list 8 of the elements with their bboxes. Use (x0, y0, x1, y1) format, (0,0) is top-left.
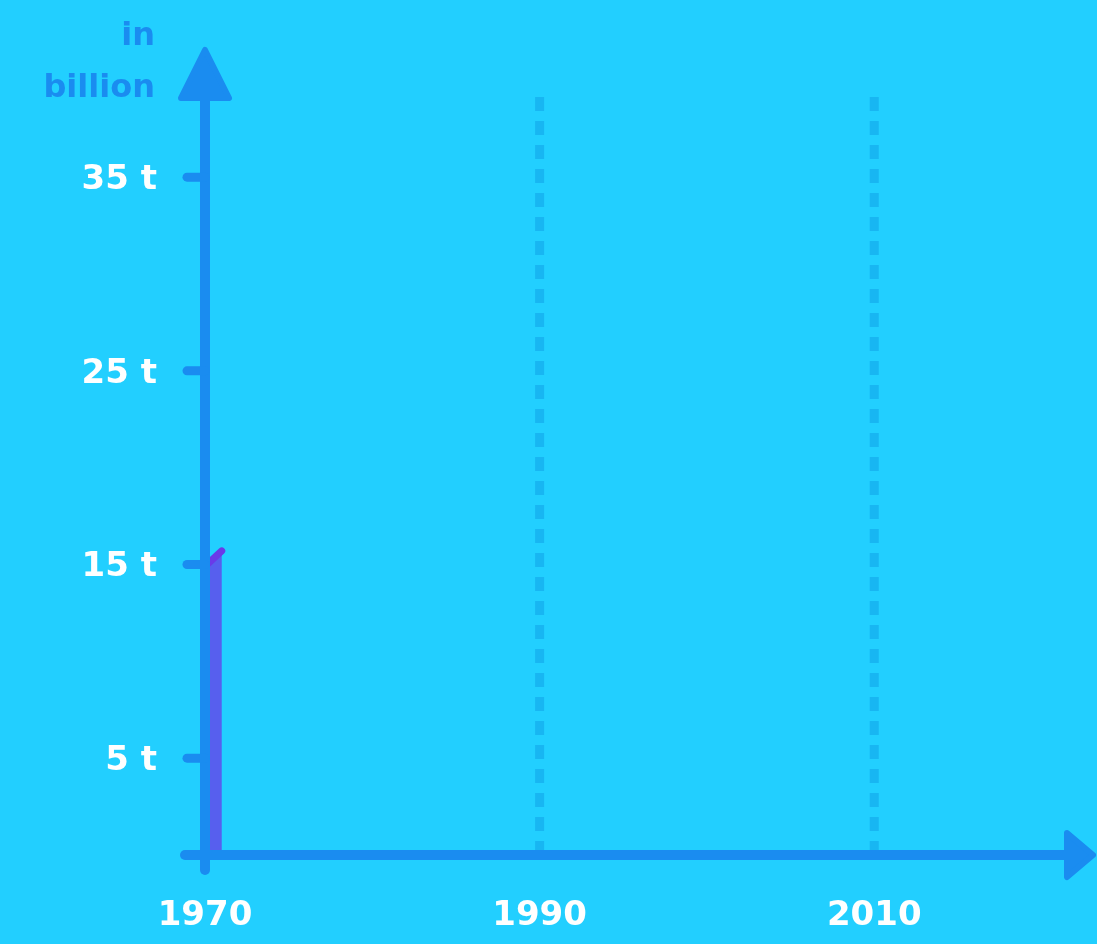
y-axis-title: in billion (43, 15, 155, 105)
y-tick-label: 35 t (81, 157, 157, 198)
x-tick-label: 1990 (492, 893, 587, 933)
y-tick-label: 15 t (81, 544, 157, 585)
x-tick-label: 2010 (826, 893, 922, 933)
y-tick-label: 25 t (81, 350, 157, 391)
x-tick-label: 1970 (157, 893, 253, 933)
y-tick-label: 5 t (105, 738, 157, 779)
